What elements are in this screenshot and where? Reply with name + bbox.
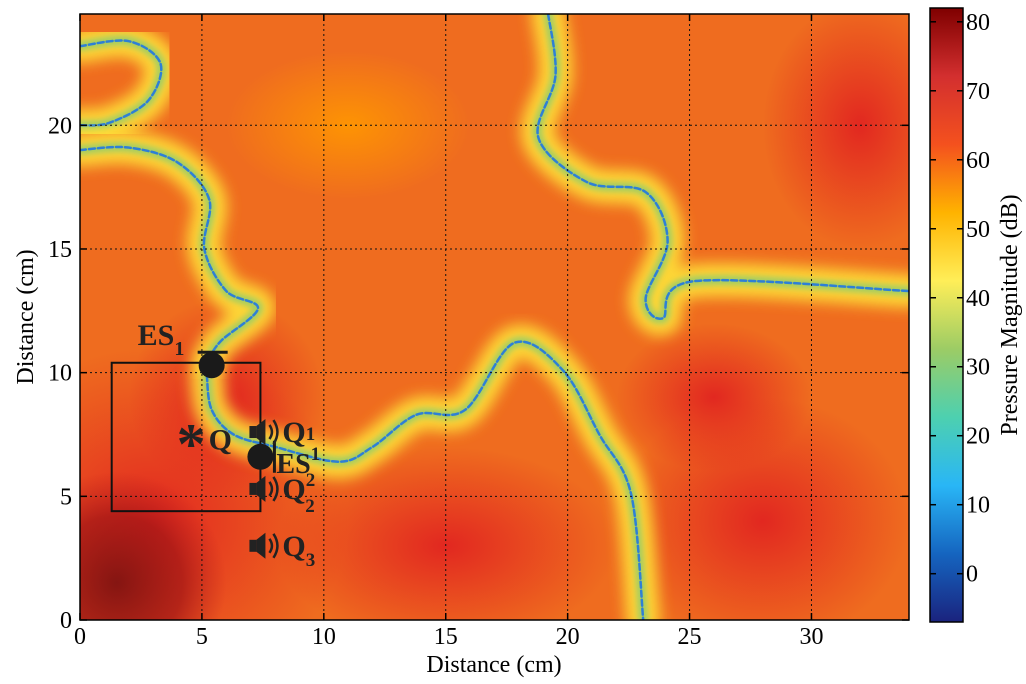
y-tick-label: 0 [60,608,72,634]
speaker-icon [249,539,257,552]
colorbar-tick-label: 10 [966,493,990,519]
sound-wave [268,481,274,497]
field-blob [616,323,812,472]
sensor-label: ES1 [276,444,320,480]
annotation-speaker: Q2 2 [249,470,315,517]
annotation-speaker: Q1 [249,416,315,449]
nodal-line [536,14,909,320]
colorbar-tick-label: 50 [966,217,990,243]
colorbar-tick-label: 80 [966,10,990,36]
pressure-field [80,14,909,620]
annotation-speaker: Q3 [249,530,315,571]
field-blob [762,14,909,249]
sound-wave [268,424,274,440]
speaker-label: Q2 2 [282,470,315,517]
sound-wave [272,476,279,502]
colorbar-tick-label: 40 [966,286,990,312]
nodal-line [205,340,645,620]
x-tick-label: 10 [312,624,336,650]
colorbar-tick-label: 60 [966,148,990,174]
sound-wave [272,419,279,445]
colorbar-label: Pressure Magnitude (dB) [997,194,1023,435]
nodal-line [80,145,260,360]
nodal-lines [80,14,909,620]
grid-lines [80,14,909,620]
colorbar-tick-label: 0 [966,562,978,588]
speaker-cone [256,475,266,502]
y-tick-label: 15 [48,237,72,263]
speaker-icon [249,426,257,439]
x-tick-label: 0 [74,624,86,650]
colorbar-ticks: 0 10 20 30 40 50 60 70 80 [930,10,990,588]
colorbar-tick-label: 30 [966,355,990,381]
field-blob [226,51,471,200]
speaker-cone [256,532,266,559]
annotation-sensor: ES1 [247,440,320,480]
colorbar [929,7,964,623]
annotation-primary-source: * Q [177,411,232,476]
y-tick-label: 20 [48,113,72,139]
sound-wave [268,538,274,554]
x-tick-label: 30 [799,624,823,650]
x-axis-ticks: 0 5 10 15 20 25 30 [74,14,823,650]
field-blob [80,471,227,620]
colorbar-tick-label: 70 [966,79,990,105]
field-blob [275,446,617,620]
x-tick-label: 15 [434,624,458,650]
primary-source-icon: * [177,411,206,476]
speaker-label: Q1 [282,416,315,449]
sensor-marker-icon [247,443,274,470]
sensor-label: ES1 [138,319,185,360]
speaker-icon [249,482,257,495]
sensor-marker-icon [198,352,225,379]
x-tick-label: 20 [556,624,580,650]
nodal-line [80,39,163,127]
x-tick-label: 5 [196,624,208,650]
x-axis-label: Distance (cm) [426,652,561,678]
y-axis-ticks: 0 5 10 15 20 [48,113,909,634]
colorbar-tick-label: 20 [966,424,990,450]
annotations: ES1 ES1 * Q Q1 Q2 2 Q3 [110,319,320,571]
y-tick-label: 5 [60,484,72,510]
x-tick-label: 25 [678,624,702,650]
sound-wave [272,533,279,559]
y-axis-label: Distance (cm) [13,249,39,384]
speaker-cone [256,419,266,446]
speaker-label: Q3 [282,530,315,571]
annotation-sensor: ES1 [138,319,228,379]
primary-source-label: Q [209,423,232,456]
plot-frame [79,13,910,621]
y-tick-label: 10 [48,361,72,387]
